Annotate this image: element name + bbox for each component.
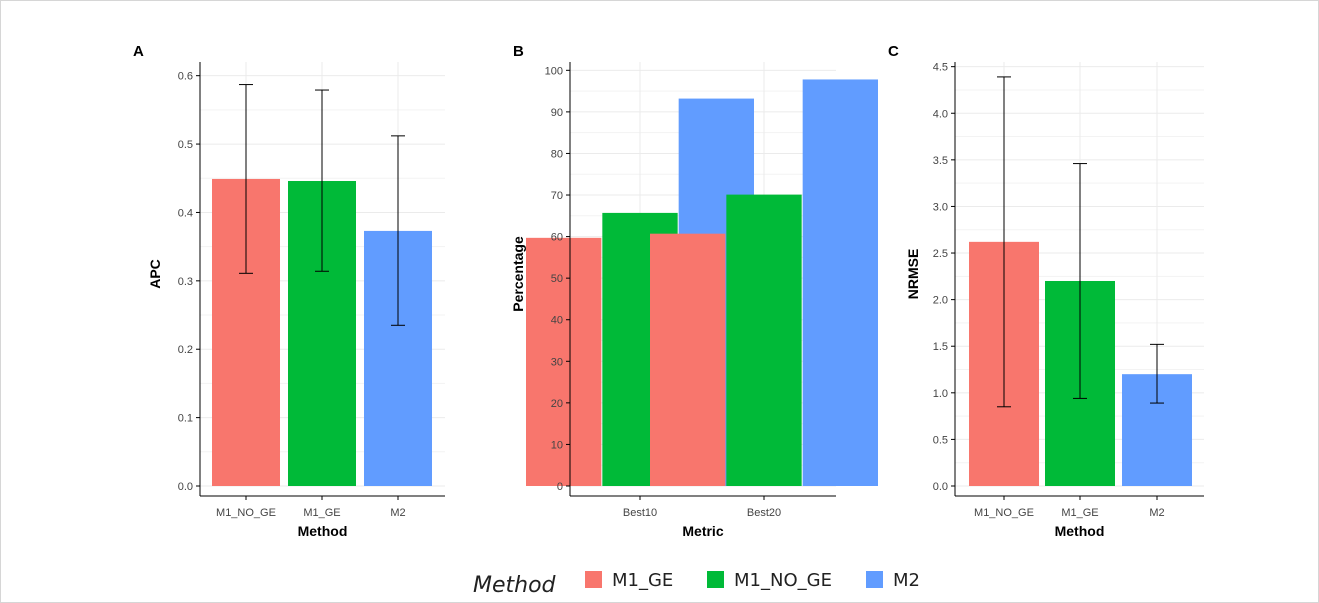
legend-swatch-m1-no-ge bbox=[707, 571, 724, 588]
panel-b: 0 10 20 30 40 50 60 70 80 90 100 Best10 Best20 Metric… bbox=[510, 43, 878, 539]
x-tick-label: M1_NO_GE bbox=[216, 507, 276, 519]
error-bar-m1-ge bbox=[315, 89, 329, 272]
y-tick-label: 100 bbox=[545, 65, 563, 77]
x-tick-label: Best10 bbox=[623, 507, 657, 519]
y-tick-label: 0 bbox=[557, 481, 563, 493]
error-bar-m1-no-ge bbox=[239, 84, 253, 274]
y-tick-label: 1.0 bbox=[933, 388, 948, 400]
y-tick-label: 30 bbox=[551, 356, 563, 368]
y-tick-label: 0.4 bbox=[178, 207, 193, 219]
y-tick-label: 0.0 bbox=[178, 481, 193, 493]
error-bar-m2 bbox=[1150, 343, 1164, 404]
y-tick-label: 40 bbox=[551, 315, 563, 327]
x-axis-title: Metric bbox=[682, 523, 723, 539]
y-tick-label: 0.6 bbox=[178, 71, 193, 83]
x-tick-label: M1_NO_GE bbox=[974, 507, 1034, 519]
y-tick-label: 60 bbox=[551, 232, 563, 244]
y-tick-label: 10 bbox=[551, 439, 563, 451]
error-bar-m2 bbox=[391, 135, 405, 326]
y-tick-label: 2.5 bbox=[933, 248, 948, 260]
legend-title: Method bbox=[473, 573, 557, 598]
x-tick-label: M1_GE bbox=[303, 507, 340, 519]
legend-label-m1-ge: M1_GE bbox=[612, 570, 673, 591]
y-tick-label: 3.0 bbox=[933, 201, 948, 213]
y-tick-label: 0.5 bbox=[178, 139, 193, 151]
y-axis-title: NRMSE bbox=[905, 249, 921, 300]
y-tick-label: 4.0 bbox=[933, 108, 948, 120]
legend-label-m2: M2 bbox=[893, 570, 920, 591]
panels: 0.0 0.1 0.2 0.3 0.4 0.5 0.6 M1_NO_GE M1_GE M2 Meth… bbox=[133, 43, 1204, 539]
y-tick-label: 3.5 bbox=[933, 155, 948, 167]
y-tick-label: 0.1 bbox=[178, 413, 193, 425]
x-axis-title: Method bbox=[1055, 523, 1105, 539]
error-bar-m1-ge bbox=[1073, 163, 1087, 399]
x-tick-label: M1_GE bbox=[1061, 507, 1098, 519]
y-tick-label: 20 bbox=[551, 398, 563, 410]
y-tick-label: 0.0 bbox=[933, 481, 948, 493]
y-tick-label: 4.5 bbox=[933, 62, 948, 74]
y-axis-title: Percentage bbox=[510, 236, 526, 312]
x-tick-label: M2 bbox=[1149, 507, 1164, 519]
bar-m1-no-ge-best20 bbox=[726, 194, 802, 486]
error-bar-m1-no-ge bbox=[997, 76, 1011, 408]
x-tick-label: Best20 bbox=[747, 507, 781, 519]
panel-tag: A bbox=[133, 43, 144, 60]
y-tick-label: 0.5 bbox=[933, 434, 948, 446]
panel-c: 0.0 0.5 1.0 1.5 2.0 2.5 3.0 3.5 4.0 4.5 M1_NO_GE M1… bbox=[888, 43, 1204, 539]
x-axis-title: Method bbox=[298, 523, 348, 539]
panel-tag: C bbox=[888, 43, 899, 60]
y-tick-label: 50 bbox=[551, 273, 563, 285]
legend-swatch-m1-ge bbox=[585, 571, 602, 588]
y-tick-label: 2.0 bbox=[933, 295, 948, 307]
x-tick-label: M2 bbox=[390, 507, 405, 519]
legend-swatch-m2 bbox=[866, 571, 883, 588]
bar-m1-ge-best10 bbox=[526, 237, 602, 486]
y-tick-label: 80 bbox=[551, 148, 563, 160]
bar-m2-best20 bbox=[802, 79, 878, 486]
y-tick-label: 0.2 bbox=[178, 344, 193, 356]
y-tick-label: 90 bbox=[551, 107, 563, 119]
y-tick-label: 70 bbox=[551, 190, 563, 202]
y-tick-label: 0.3 bbox=[178, 276, 193, 288]
legend: Method M1_GE M1_NO_GE M2 bbox=[473, 570, 920, 598]
bar-m1-ge-best20 bbox=[650, 233, 726, 486]
panel-tag: B bbox=[513, 43, 524, 60]
y-axis-title: APC bbox=[147, 259, 163, 289]
legend-label-m1-no-ge: M1_NO_GE bbox=[734, 570, 832, 591]
panel-a: 0.0 0.1 0.2 0.3 0.4 0.5 0.6 M1_NO_GE M1_GE M2 Meth… bbox=[133, 43, 445, 539]
y-tick-label: 1.5 bbox=[933, 341, 948, 353]
